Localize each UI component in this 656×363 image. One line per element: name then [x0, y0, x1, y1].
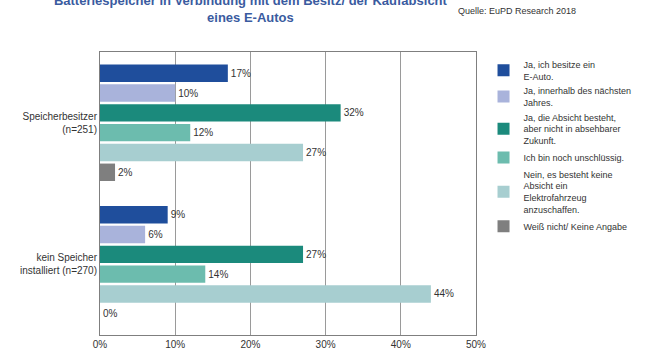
svg-text:kein Speicherinstalliert (n=27: kein Speicherinstalliert (n=270) — [20, 252, 98, 276]
svg-text:0%: 0% — [93, 339, 108, 350]
svg-text:Ja, ich besitze einE-Auto.: Ja, ich besitze einE-Auto. — [524, 60, 596, 82]
svg-text:20%: 20% — [240, 339, 260, 350]
svg-text:10%: 10% — [178, 88, 198, 99]
svg-text:40%: 40% — [391, 339, 411, 350]
svg-text:2%: 2% — [118, 167, 133, 178]
svg-text:Ja, die Absicht besteht,aber n: Ja, die Absicht besteht,aber nicht in ab… — [524, 113, 621, 146]
svg-text:27%: 27% — [306, 249, 326, 260]
svg-text:Batteriespeicher in Verbindung: Batteriespeicher in Verbindung mit dem B… — [54, 0, 448, 25]
svg-text:Weiß nicht/ Keine Angabe: Weiß nicht/ Keine Angabe — [524, 222, 627, 232]
svg-text:Quelle: EuPD Research 2018: Quelle: EuPD Research 2018 — [458, 6, 576, 16]
svg-text:6%: 6% — [148, 229, 163, 240]
svg-text:30%: 30% — [316, 339, 336, 350]
svg-text:17%: 17% — [231, 68, 251, 79]
svg-text:Ja, innerhalb des nächstenJahr: Ja, innerhalb des nächstenJahres. — [524, 86, 632, 108]
svg-text:Speicherbesitzer(n=251): Speicherbesitzer(n=251) — [23, 111, 98, 135]
svg-text:32%: 32% — [344, 107, 364, 118]
svg-text:Ich bin noch unschlüssig.: Ich bin noch unschlüssig. — [524, 153, 625, 163]
svg-text:27%: 27% — [306, 147, 326, 158]
svg-text:Nein, es besteht keineAbsicht: Nein, es besteht keineAbsicht einElektro… — [524, 170, 613, 215]
svg-text:9%: 9% — [171, 209, 186, 220]
svg-text:10%: 10% — [165, 339, 185, 350]
svg-text:50%: 50% — [466, 339, 486, 350]
svg-text:0%: 0% — [103, 308, 118, 319]
svg-text:12%: 12% — [193, 127, 213, 138]
svg-text:44%: 44% — [434, 288, 454, 299]
svg-text:14%: 14% — [208, 269, 228, 280]
